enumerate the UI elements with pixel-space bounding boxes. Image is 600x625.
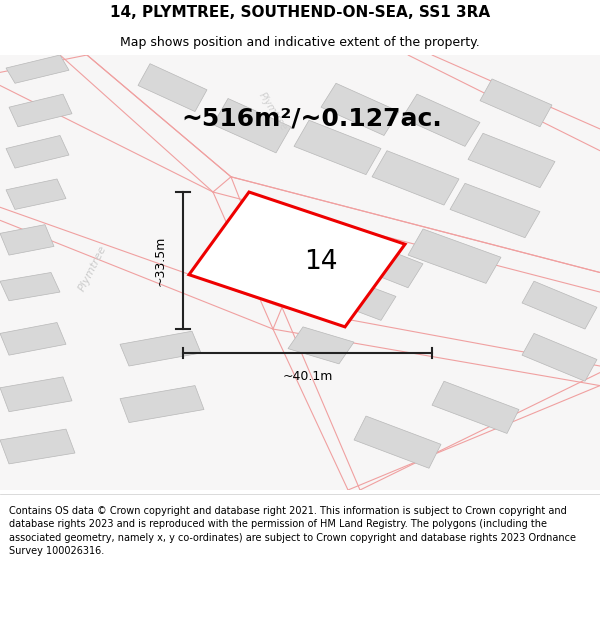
Text: Contains OS data © Crown copyright and database right 2021. This information is : Contains OS data © Crown copyright and d… — [9, 506, 576, 556]
Polygon shape — [288, 327, 354, 364]
Polygon shape — [480, 79, 552, 127]
Polygon shape — [372, 151, 459, 205]
Polygon shape — [0, 377, 72, 412]
Polygon shape — [450, 183, 540, 238]
Polygon shape — [432, 381, 519, 434]
Polygon shape — [9, 94, 72, 127]
Polygon shape — [0, 272, 60, 301]
Polygon shape — [294, 120, 381, 174]
Polygon shape — [468, 133, 555, 188]
Text: Plymtree: Plymtree — [77, 244, 109, 292]
Text: ~33.5m: ~33.5m — [154, 236, 167, 286]
Text: ~516m²/~0.127ac.: ~516m²/~0.127ac. — [182, 106, 442, 130]
Polygon shape — [0, 224, 54, 255]
Polygon shape — [321, 83, 399, 136]
Text: 14: 14 — [304, 249, 338, 274]
Polygon shape — [0, 322, 66, 355]
Text: Plymtree: Plymtree — [257, 91, 289, 132]
Text: ~40.1m: ~40.1m — [283, 371, 332, 383]
Polygon shape — [306, 268, 396, 321]
Text: Map shows position and indicative extent of the property.: Map shows position and indicative extent… — [120, 36, 480, 49]
Polygon shape — [522, 281, 597, 329]
Polygon shape — [408, 229, 501, 283]
Polygon shape — [120, 386, 204, 423]
Polygon shape — [402, 94, 480, 146]
Polygon shape — [0, 429, 75, 464]
Polygon shape — [189, 192, 405, 327]
Polygon shape — [6, 136, 69, 168]
Text: 14, PLYMTREE, SOUTHEND-ON-SEA, SS1 3RA: 14, PLYMTREE, SOUTHEND-ON-SEA, SS1 3RA — [110, 4, 490, 19]
Polygon shape — [522, 333, 597, 381]
Polygon shape — [6, 55, 69, 83]
Polygon shape — [6, 179, 66, 209]
Polygon shape — [336, 236, 423, 288]
Polygon shape — [120, 331, 201, 366]
Polygon shape — [354, 416, 441, 468]
Polygon shape — [213, 99, 291, 153]
Polygon shape — [138, 64, 207, 111]
